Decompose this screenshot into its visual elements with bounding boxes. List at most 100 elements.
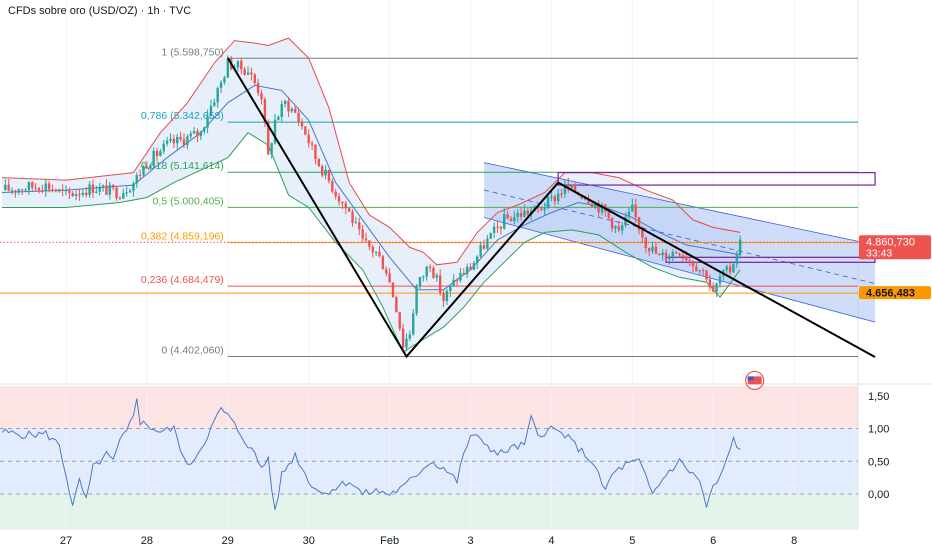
event-flag-icon — [745, 370, 765, 391]
candle-body — [122, 193, 125, 199]
fib-label: 0,382 (4.859,196) — [141, 231, 224, 243]
candle-body — [678, 253, 681, 256]
candle-body — [658, 253, 661, 256]
candle-body — [442, 293, 445, 302]
candle-body — [68, 190, 71, 193]
candle-body — [425, 266, 428, 277]
candle-body — [358, 222, 361, 230]
candle-body — [405, 338, 408, 348]
candle-body — [624, 216, 627, 226]
candle-body — [162, 143, 165, 152]
time-tick: 5 — [629, 535, 635, 547]
candle-body — [644, 237, 648, 249]
candle-body — [445, 291, 449, 302]
candle-body — [513, 216, 516, 222]
candle-body — [199, 131, 203, 137]
candle-body — [267, 121, 270, 155]
candle-body — [647, 248, 651, 252]
candle-body — [388, 273, 391, 283]
candle-body — [573, 184, 577, 193]
candle-body — [465, 266, 469, 275]
candle-body — [546, 196, 550, 208]
candle-body — [594, 203, 597, 207]
candle-body — [398, 312, 401, 329]
box-0 — [557, 172, 876, 186]
box-1 — [665, 256, 876, 263]
candle-body — [519, 213, 523, 217]
candle-body — [260, 93, 263, 100]
candle-body — [543, 207, 546, 211]
candle-body — [310, 143, 314, 145]
candle-body — [351, 211, 354, 223]
candle-body — [715, 283, 718, 292]
candle-body — [81, 192, 85, 195]
osc-tick: 1,00 — [868, 424, 889, 436]
candle-body — [674, 252, 678, 254]
candle-body — [101, 185, 105, 187]
candle-body — [597, 203, 600, 213]
candle-body — [240, 60, 243, 70]
candle-body — [455, 279, 459, 281]
channel-upper — [483, 162, 876, 246]
candle-body — [664, 252, 668, 260]
candle-body — [47, 183, 51, 190]
candle-body — [108, 184, 112, 195]
candle-body — [118, 198, 122, 200]
candle-body — [196, 131, 199, 137]
candle-body — [695, 266, 698, 272]
candle-body — [688, 260, 691, 262]
candle-body — [294, 108, 297, 113]
candle-body — [654, 246, 658, 254]
bollinger-lower — [2, 132, 741, 353]
rsi-zone-0 — [0, 386, 858, 429]
candle-body — [459, 273, 462, 281]
candle-body — [216, 88, 219, 103]
osc-tick: 0,50 — [868, 456, 889, 468]
candle-body — [482, 245, 486, 249]
candle-body — [735, 254, 739, 264]
candle-body — [428, 266, 432, 268]
main-pane: 1 (5.598,750)0,786 (5.342,658)0,618 (5.1… — [0, 37, 876, 391]
time-tick: 3 — [467, 535, 473, 547]
candle-body — [125, 192, 128, 194]
oscillator-pane — [0, 398, 858, 510]
candle-body — [486, 238, 489, 249]
candle-body — [320, 166, 324, 176]
candle-body — [671, 252, 674, 257]
candle-body — [219, 82, 223, 89]
candle-body — [631, 204, 634, 212]
candle-body — [725, 266, 728, 271]
candle-body — [280, 104, 283, 117]
candle-body — [718, 276, 722, 284]
candle-body — [634, 204, 637, 217]
candle-body — [250, 72, 253, 75]
candle-body — [637, 216, 641, 230]
candle-body — [24, 189, 27, 191]
candle-body — [415, 286, 418, 314]
candle-body — [17, 189, 21, 192]
candle-body — [583, 198, 587, 200]
candle-body — [492, 226, 496, 233]
candle-body — [41, 190, 44, 192]
candle-body — [152, 150, 155, 166]
candle-body — [111, 184, 115, 188]
candle-body — [283, 100, 287, 105]
candle-body — [418, 277, 422, 287]
candle-body — [54, 189, 58, 192]
candle-body — [277, 116, 280, 120]
candle-body — [58, 189, 61, 192]
candle-body — [472, 262, 476, 270]
candle-body — [334, 191, 337, 197]
candle-body — [253, 74, 256, 84]
candle-body — [374, 251, 378, 253]
candle-body — [243, 69, 246, 75]
candle-body — [691, 261, 695, 267]
time-tick: Feb — [380, 535, 399, 547]
candle-body — [560, 193, 563, 195]
candle-body — [10, 190, 14, 192]
candle-body — [263, 99, 267, 122]
candle-body — [432, 267, 435, 278]
candle-body — [34, 187, 37, 189]
candle-body — [85, 192, 88, 196]
candle-body — [685, 256, 688, 261]
